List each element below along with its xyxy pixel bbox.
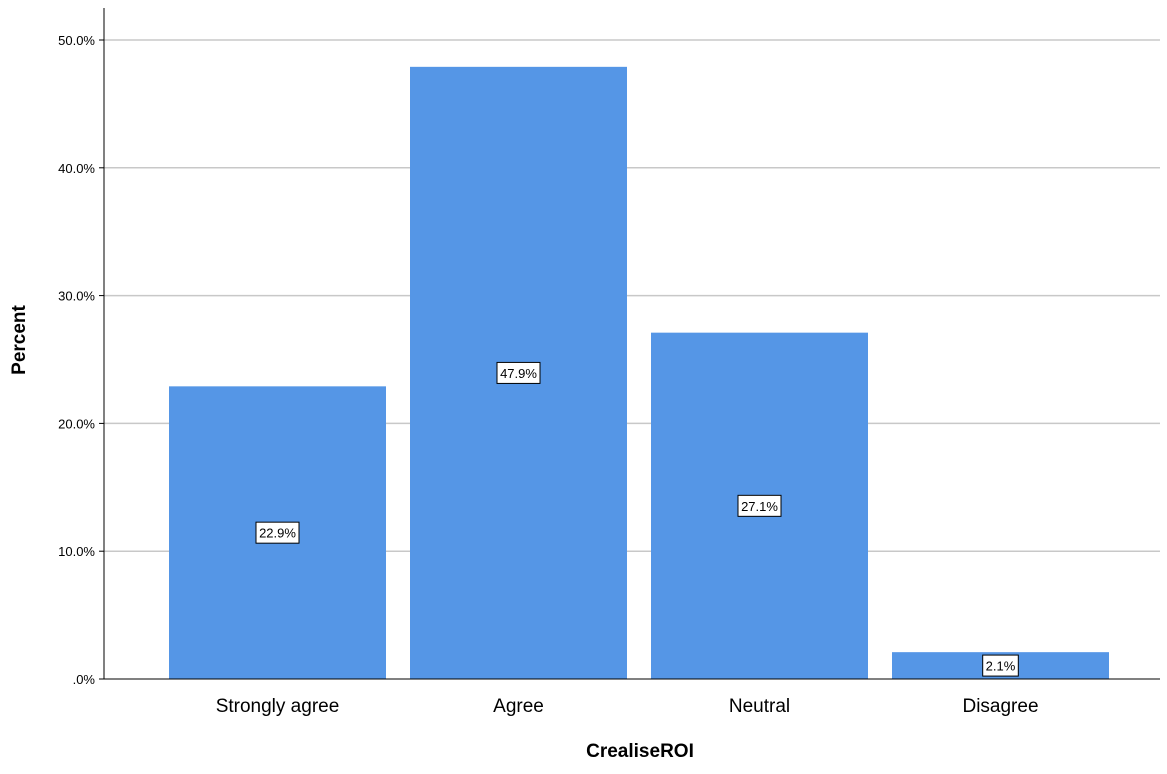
- data-label-text: 22.9%: [259, 526, 296, 541]
- data-label-box: [982, 654, 1019, 677]
- data-label-box: [496, 361, 541, 384]
- y-tick-label: 40.0%: [58, 161, 95, 176]
- data-label: 2.1%: [982, 654, 1019, 677]
- y-axis-title: Percent: [9, 304, 30, 374]
- data-label-box: [255, 521, 300, 544]
- data-label: 22.9%: [255, 521, 300, 544]
- data-label-text: 2.1%: [986, 659, 1016, 674]
- bars: [169, 66, 1109, 679]
- x-tick-labels: Strongly agree Agree Neutral Disagree: [216, 696, 1039, 717]
- data-label-text: 47.9%: [500, 366, 537, 381]
- data-label-box: [737, 494, 782, 517]
- y-tick-label: 30.0%: [58, 289, 95, 304]
- data-label: 47.9%: [496, 361, 541, 384]
- y-tick-label: 20.0%: [58, 416, 95, 431]
- axes: [103, 8, 1160, 680]
- x-tick-label: Neutral: [729, 696, 790, 717]
- y-tick-label: .0%: [73, 672, 96, 687]
- y-tick-labels: .0% 10.0% 20.0% 30.0% 40.0% 50.0%: [58, 33, 95, 687]
- data-label: 27.1%: [737, 494, 782, 517]
- x-tick-label: Disagree: [962, 696, 1038, 717]
- data-labels: 22.9% 47.9% 27.1% 2.1%: [255, 361, 1019, 677]
- x-tick-label: Agree: [493, 696, 544, 717]
- x-axis-title: CrealiseROI: [586, 741, 694, 762]
- x-tick-label: Strongly agree: [216, 696, 340, 717]
- y-tick-label: 10.0%: [58, 544, 95, 559]
- data-label-text: 27.1%: [741, 499, 778, 514]
- y-tick-label: 50.0%: [58, 33, 95, 48]
